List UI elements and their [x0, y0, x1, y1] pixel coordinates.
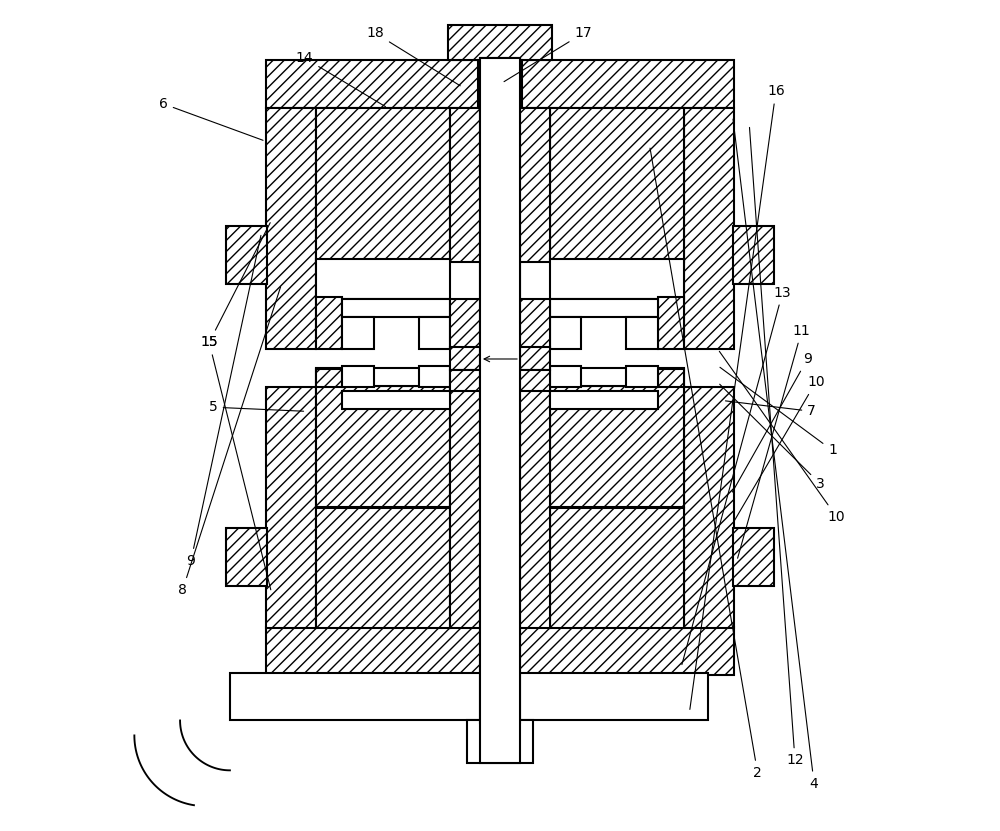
Bar	[342, 366, 374, 387]
Bar	[450, 387, 550, 628]
Bar	[316, 368, 450, 386]
Text: 8: 8	[178, 287, 281, 597]
Text: 2: 2	[650, 148, 762, 779]
Text: 14: 14	[296, 52, 385, 106]
Bar	[450, 299, 550, 349]
Bar	[550, 386, 684, 507]
Bar	[480, 58, 520, 723]
Text: 13: 13	[682, 286, 791, 665]
Bar	[266, 387, 316, 628]
Bar	[316, 108, 450, 262]
Text: 9: 9	[732, 352, 812, 492]
Bar	[450, 370, 550, 391]
Bar	[550, 317, 581, 349]
Bar	[448, 25, 552, 60]
Text: 11: 11	[738, 324, 811, 558]
Bar	[550, 391, 658, 409]
Bar	[342, 317, 374, 349]
Text: 12: 12	[749, 127, 804, 767]
Text: 3: 3	[720, 384, 824, 490]
Bar	[316, 369, 342, 387]
Bar	[550, 368, 684, 386]
Bar	[550, 508, 684, 628]
Bar	[550, 108, 684, 262]
Bar	[316, 508, 450, 628]
Bar	[467, 720, 533, 763]
Text: 5: 5	[209, 401, 304, 414]
Bar	[316, 386, 450, 507]
Text: 1: 1	[720, 367, 837, 457]
Bar	[316, 259, 450, 299]
Bar	[478, 60, 522, 108]
Text: 17: 17	[504, 27, 592, 81]
Bar	[342, 391, 450, 409]
Bar	[419, 317, 450, 349]
Text: 6: 6	[159, 97, 263, 140]
Bar	[230, 673, 708, 720]
Text: 7: 7	[725, 401, 816, 418]
Bar	[226, 528, 267, 586]
Text: 4: 4	[733, 119, 818, 790]
Bar	[316, 297, 342, 349]
Bar	[550, 259, 684, 299]
Bar	[684, 108, 734, 349]
Bar	[658, 369, 684, 387]
Bar	[480, 58, 520, 763]
Bar	[266, 627, 734, 675]
Bar	[626, 317, 658, 349]
Text: 10: 10	[734, 376, 825, 521]
Bar	[733, 226, 774, 284]
Bar	[266, 108, 316, 349]
Text: 15: 15	[200, 336, 271, 590]
Bar	[342, 299, 450, 317]
Bar	[550, 299, 658, 317]
Bar	[450, 347, 550, 370]
Bar	[626, 366, 658, 387]
Bar	[550, 366, 581, 387]
Bar	[419, 366, 450, 387]
Text: 9: 9	[186, 235, 261, 568]
Bar	[226, 226, 267, 284]
Bar	[266, 60, 734, 108]
Text: 15: 15	[200, 223, 270, 349]
Bar	[658, 297, 684, 349]
Bar	[733, 528, 774, 586]
Bar	[450, 108, 550, 262]
Bar	[684, 387, 734, 628]
Text: 10: 10	[719, 352, 845, 524]
Text: 16: 16	[690, 85, 785, 710]
Text: 18: 18	[366, 27, 460, 86]
